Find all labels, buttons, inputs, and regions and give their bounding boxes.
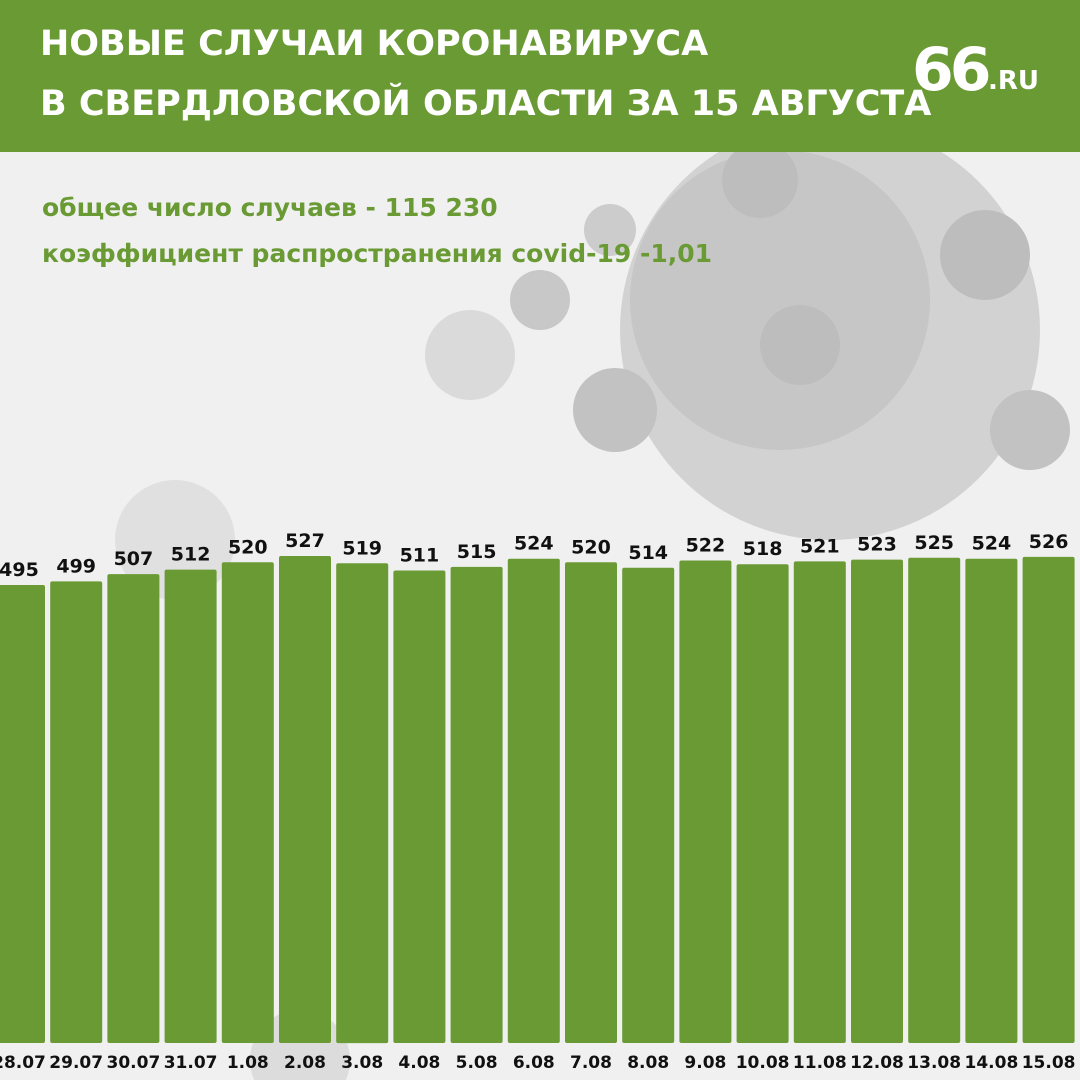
date-label-9.08: 9.08 — [684, 1053, 726, 1073]
bar-2.08 — [279, 556, 331, 1043]
bar-10.08 — [736, 564, 789, 1043]
date-label-30.07: 30.07 — [107, 1053, 161, 1073]
value-label-31.07: 512 — [171, 544, 211, 566]
value-label-8.08: 514 — [628, 542, 668, 564]
bar-7.08 — [565, 562, 617, 1043]
value-label-15.08: 526 — [1029, 531, 1069, 553]
date-label-31.07: 31.07 — [164, 1053, 218, 1073]
value-label-10.08: 518 — [743, 538, 783, 560]
bar-11.08 — [793, 561, 846, 1043]
logo-number: 66 — [912, 35, 991, 105]
value-label-3.08: 519 — [342, 537, 382, 559]
date-label-1.08: 1.08 — [227, 1053, 269, 1073]
site-logo: 66 .RU — [912, 36, 1062, 104]
title-line-2: В СВЕРДЛОВСКОЙ ОБЛАСТИ ЗА 15 АВГУСТА — [40, 84, 932, 124]
bar-3.08 — [336, 563, 389, 1044]
date-label-29.07: 29.07 — [49, 1053, 103, 1073]
date-label-5.08: 5.08 — [456, 1053, 498, 1073]
value-label-9.08: 522 — [686, 535, 726, 557]
date-label-28.07: 28.07 — [0, 1053, 46, 1073]
title-line-1: НОВЫЕ СЛУЧАИ КОРОНАВИРУСА — [40, 24, 709, 64]
bar-4.08 — [393, 570, 446, 1043]
bar-6.08 — [507, 558, 560, 1043]
bar-14.08 — [965, 558, 1018, 1043]
date-label-11.08: 11.08 — [793, 1053, 847, 1073]
date-label-13.08: 13.08 — [907, 1053, 961, 1073]
header-banner: НОВЫЕ СЛУЧАИ КОРОНАВИРУСА В СВЕРДЛОВСКОЙ… — [0, 0, 1080, 152]
date-label-3.08: 3.08 — [341, 1053, 383, 1073]
value-label-6.08: 524 — [514, 533, 554, 555]
date-label-7.08: 7.08 — [570, 1053, 612, 1073]
date-label-4.08: 4.08 — [398, 1053, 440, 1073]
value-label-5.08: 515 — [457, 541, 497, 563]
total-cases-text: общее число случаев - 115 230 — [42, 193, 498, 222]
bar-31.07 — [164, 569, 217, 1043]
value-label-1.08: 520 — [228, 536, 268, 558]
value-label-29.07: 499 — [56, 555, 96, 577]
bar-8.08 — [622, 567, 675, 1043]
value-label-12.08: 523 — [857, 534, 897, 556]
bar-15.08 — [1022, 556, 1075, 1043]
bar-9.08 — [679, 560, 732, 1043]
logo-suffix: .RU — [988, 66, 1040, 96]
date-label-2.08: 2.08 — [284, 1053, 326, 1073]
bar-13.08 — [908, 557, 961, 1043]
value-label-11.08: 521 — [800, 535, 840, 557]
value-label-28.07: 495 — [0, 559, 39, 581]
date-label-10.08: 10.08 — [736, 1053, 790, 1073]
date-label-6.08: 6.08 — [513, 1053, 555, 1073]
date-label-15.08: 15.08 — [1022, 1053, 1076, 1073]
value-label-30.07: 507 — [114, 548, 154, 570]
value-label-14.08: 524 — [972, 533, 1012, 555]
value-label-7.08: 520 — [571, 536, 611, 558]
date-label-12.08: 12.08 — [850, 1053, 904, 1073]
date-label-8.08: 8.08 — [627, 1053, 669, 1073]
value-label-13.08: 525 — [914, 532, 954, 554]
bar-30.07 — [107, 574, 160, 1043]
bar-12.08 — [851, 559, 903, 1043]
value-label-2.08: 527 — [285, 530, 325, 552]
bar-28.07 — [0, 585, 45, 1043]
bar-5.08 — [450, 566, 503, 1043]
spread-coefficient-text: коэффициент распространения covid-19 -1,… — [42, 239, 713, 268]
date-label-14.08: 14.08 — [965, 1053, 1019, 1073]
bar-29.07 — [50, 581, 103, 1043]
value-label-4.08: 511 — [400, 545, 440, 567]
bar-1.08 — [221, 562, 274, 1043]
